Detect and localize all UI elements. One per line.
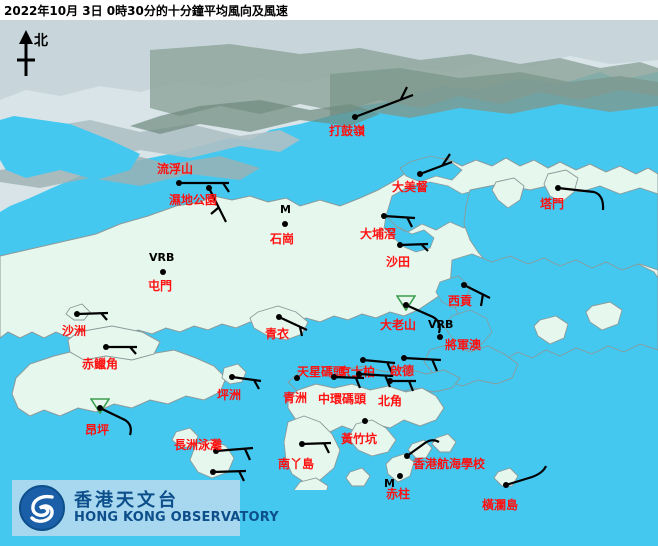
station-marker-dot <box>276 314 282 320</box>
wind-barb-icon <box>231 375 262 390</box>
station-marker-dot <box>299 441 305 447</box>
station-label: 青洲 <box>283 391 308 405</box>
station-label: 南丫島 <box>278 457 315 471</box>
map-canvas[interactable]: 北 打鼓嶺流浮山濕地公園 M 石崗 大美督塔門大埔滘沙田 VRB 屯門沙洲赤鱲角 青衣 大老山… <box>0 20 658 546</box>
wind-barb-icon <box>278 316 308 337</box>
north-arrow: 北 <box>8 26 64 84</box>
station-marker-dot <box>103 344 109 350</box>
station-status-code: VRB <box>149 251 175 264</box>
station-marker-dot <box>97 405 103 411</box>
high-elevation-triangle-icon <box>396 295 416 311</box>
station-label: 屯門 <box>148 279 173 293</box>
wind-barb-icon <box>333 375 365 389</box>
station-marker-dot <box>401 355 407 361</box>
station-marker-dot <box>417 171 423 177</box>
wind-barb-icon <box>208 187 227 223</box>
station-marker-dot <box>362 418 368 424</box>
station-marker-dot <box>503 482 509 488</box>
wind-barb-icon <box>419 153 453 176</box>
north-arrow-icon <box>17 30 35 76</box>
title-bar: 2022年10月 3日 0時30分的十分鐘平均風向及風速 <box>0 0 658 20</box>
wind-barb-icon <box>557 186 605 211</box>
station-label: 沙洲 <box>62 324 87 338</box>
wind-barb-icon <box>179 181 230 193</box>
hko-logo: 香港天文台 HONG KONG OBSERVATORY <box>12 480 279 536</box>
station-label: 啟德 <box>390 364 415 378</box>
wind-barb-icon <box>99 407 132 436</box>
station-label: 長洲泳灘 <box>174 438 223 452</box>
station-marker-dot <box>74 311 80 317</box>
station-label: 赤鱲角 <box>82 357 119 371</box>
station-marker-dot <box>331 374 337 380</box>
station-label: 濕地公園 <box>169 193 218 207</box>
station-marker-dot <box>356 371 362 377</box>
wind-barb-icon <box>212 469 247 482</box>
station-label: 赤柱 <box>386 487 411 501</box>
wind-barb-icon <box>301 441 332 454</box>
station-label: 石崗 <box>270 232 295 246</box>
wind-barb-icon <box>106 345 137 355</box>
station-label: 香港航海學校 <box>413 457 486 471</box>
station-label: 大美督 <box>392 180 429 194</box>
station-marker-dot <box>360 357 366 363</box>
station-marker-dot <box>352 114 358 120</box>
wind-barb-icon <box>463 284 491 307</box>
station-marker-dot <box>461 282 467 288</box>
station-label: 塔門 <box>540 197 565 211</box>
station-marker-dot <box>282 221 288 227</box>
station-marker-dot <box>437 334 443 340</box>
station-label: 青衣 <box>265 327 290 341</box>
station-marker-dot <box>387 378 393 384</box>
logo-name-cn: 香港天文台 <box>74 490 179 511</box>
station-label: 打鼓嶺 <box>329 124 366 138</box>
station-status-code: VRB <box>428 318 454 331</box>
page-title: 2022年10月 3日 0時30分的十分鐘平均風向及風速 <box>4 4 288 18</box>
station-label: 坪洲 <box>217 388 242 402</box>
station-label: 昂坪 <box>85 423 110 437</box>
station-marker-dot <box>176 180 182 186</box>
wind-barb-icon <box>383 214 416 228</box>
north-label: 北 <box>34 33 48 49</box>
station-marker-dot <box>397 242 403 248</box>
station-marker-dot <box>403 302 409 308</box>
station-marker-dot <box>555 185 561 191</box>
station-label: 西貢 <box>448 294 473 308</box>
wind-barb-icon <box>354 86 414 119</box>
station-marker-dot <box>381 213 387 219</box>
station-label: 黃竹坑 <box>341 432 378 446</box>
wind-barb-icon <box>403 356 442 372</box>
station-marker-dot <box>404 453 410 459</box>
wind-barb-icon <box>390 379 416 392</box>
wind-barb-icon <box>76 311 109 321</box>
wind-barb-icon <box>405 303 441 334</box>
station-marker-dot <box>294 375 300 381</box>
logo-name-en: HONG KONG OBSERVATORY <box>74 510 279 525</box>
station-label: 流浮山 <box>157 162 194 176</box>
station-label: 橫瀾島 <box>482 498 519 512</box>
wind-barb-icon <box>362 358 396 374</box>
station-label: 大老山 <box>380 318 417 332</box>
station-status-code: M <box>280 203 291 216</box>
station-label: 將軍澳 <box>445 338 482 352</box>
station-marker-dot <box>160 269 166 275</box>
wind-barb-icon <box>215 446 254 461</box>
station-label: 中環碼頭 <box>318 392 367 406</box>
station-label: 北角 <box>378 394 403 408</box>
map-geography-layer <box>0 20 658 546</box>
wind-barb-icon <box>399 242 429 252</box>
station-marker-dot <box>213 448 219 454</box>
station-marker-dot <box>206 185 212 191</box>
station-label: 大埔滘 <box>360 227 397 241</box>
wind-barb-icon <box>505 465 548 487</box>
station-label: 沙田 <box>386 255 411 269</box>
station-marker-dot <box>229 374 235 380</box>
station-marker-dot <box>397 473 403 479</box>
station-marker-dot <box>210 469 216 475</box>
hko-swirl-logo-icon <box>19 485 65 531</box>
station-status-code: M <box>384 477 395 490</box>
high-elevation-triangle-icon <box>90 398 110 414</box>
wind-barb-icon <box>406 439 440 457</box>
